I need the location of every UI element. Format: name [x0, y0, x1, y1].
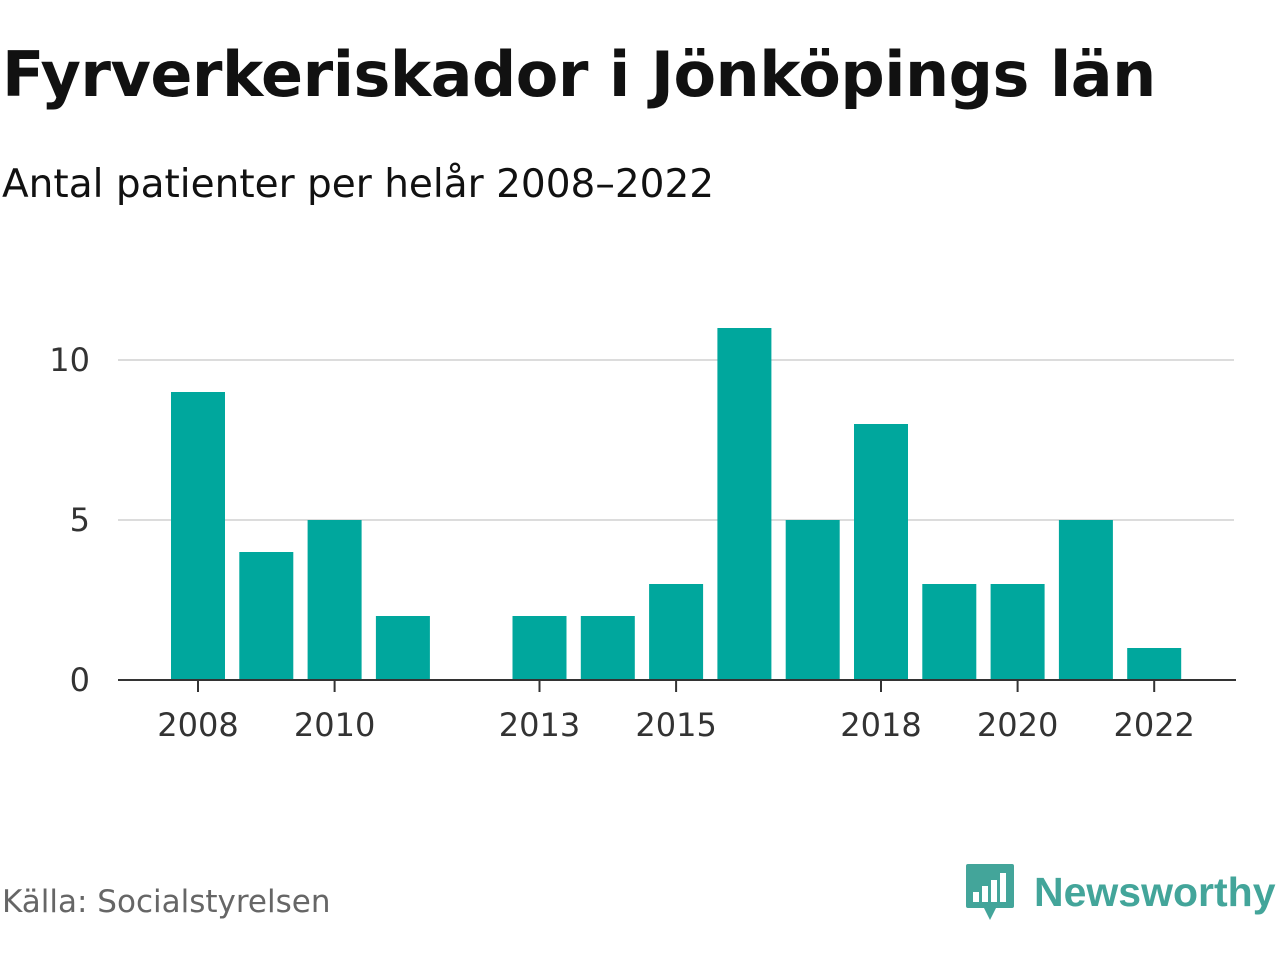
bar-2014	[580, 616, 635, 680]
source-note: Källa: Socialstyrelsen	[2, 884, 331, 920]
bar-2009	[239, 552, 294, 680]
bar-2010	[307, 520, 362, 680]
bar-2017	[785, 520, 840, 680]
newsworthy-logo-icon	[966, 864, 1014, 920]
bar-2020	[990, 584, 1045, 680]
bar-2021	[1058, 520, 1113, 680]
x-axis-ticks	[197, 680, 1156, 692]
bar-2018	[854, 424, 908, 680]
bar-2022	[1127, 648, 1182, 680]
grid-lines	[118, 359, 1234, 521]
bar-2013	[512, 616, 567, 680]
x-tick-label: 2010	[294, 706, 375, 744]
bar-chart: 0 5 10 2008 2010 2013 2015 2018 2020 2022	[49, 328, 1236, 744]
y-tick-label: 10	[49, 341, 90, 379]
bars	[171, 328, 1182, 680]
bar-2019	[922, 584, 977, 680]
y-tick-label: 0	[70, 661, 90, 699]
x-tick-label: 2013	[499, 706, 580, 744]
y-tick-label: 5	[70, 501, 90, 539]
y-axis-labels: 0 5 10	[49, 341, 90, 699]
x-tick-label: 2015	[635, 706, 716, 744]
brand-logo: Newsworthy	[964, 862, 1276, 922]
bar-2008	[171, 392, 225, 680]
x-tick-label: 2018	[840, 706, 921, 744]
bar-2016	[717, 328, 772, 680]
chart-title: Fyrverkeriskador i Jönköpings län	[2, 38, 1156, 111]
x-tick-label: 2020	[977, 706, 1058, 744]
x-tick-label: 2022	[1113, 706, 1194, 744]
bar-2011	[375, 616, 430, 680]
bar-2015	[649, 584, 704, 680]
x-axis-labels: 2008 2010 2013 2015 2018 2020 2022	[157, 706, 1195, 744]
chart-subtitle: Antal patienter per helår 2008–2022	[2, 162, 715, 207]
brand-name: Newsworthy	[1034, 868, 1276, 915]
x-tick-label: 2008	[157, 706, 238, 744]
